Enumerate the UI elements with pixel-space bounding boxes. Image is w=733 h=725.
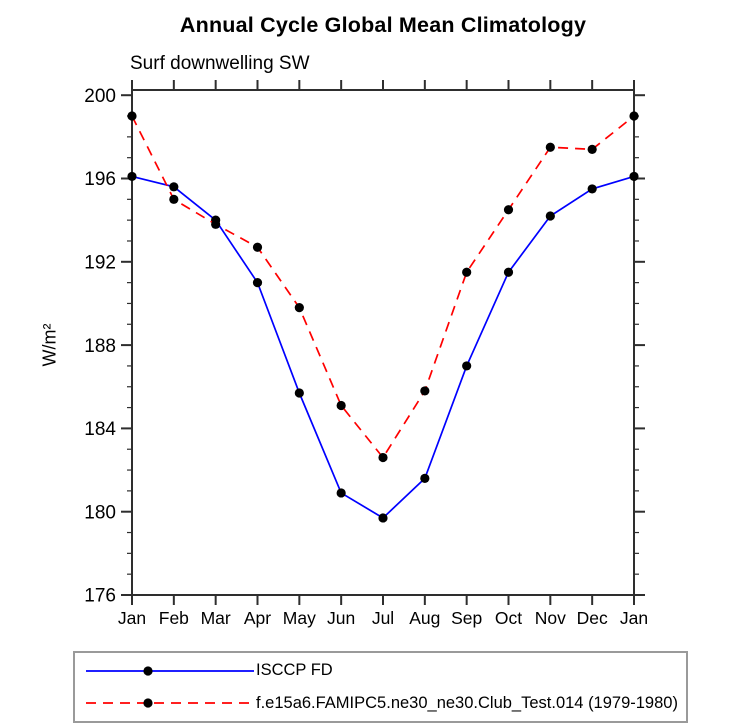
data-point-marker — [462, 267, 472, 277]
x-axis: Jan Feb Mar Apr May Jun Jul Aug Sep Oct Nov Dec Jan — [118, 80, 648, 628]
data-point-marker — [336, 400, 346, 411]
data-point-marker — [629, 111, 639, 121]
x-tick-label: Nov — [535, 608, 566, 628]
chart-title: Annual Cycle Global Mean Climatology — [179, 13, 587, 37]
legend-label-series-2: f.e15a6.FAMIPC5.ne30_ne30.Club_Test.014 … — [256, 693, 678, 712]
data-point-marker — [252, 278, 263, 288]
data-point-marker — [545, 211, 555, 221]
y-tick-label: 192 — [84, 252, 116, 273]
data-point-marker — [503, 267, 514, 277]
data-point-marker — [420, 473, 430, 483]
x-tick-label: Dec — [577, 608, 608, 628]
data-point-marker — [545, 142, 555, 152]
y-tick-label: 176 — [84, 586, 116, 607]
data-point-marker — [127, 171, 137, 182]
x-tick-label: Apr — [244, 608, 271, 628]
x-tick-label: Jun — [327, 608, 355, 628]
data-point-marker — [378, 452, 388, 463]
legend-marker-icon — [143, 698, 153, 708]
data-point-marker — [462, 361, 472, 371]
y-tick-label: 180 — [84, 502, 116, 523]
chart-subtitle: Surf downwelling SW — [130, 53, 310, 74]
series-markers-1 — [127, 111, 639, 463]
data-point-marker — [629, 171, 639, 182]
y-tick-label: 196 — [84, 169, 116, 190]
plot-area: Jan Feb Mar Apr May Jun Jul Aug Sep Oct Nov Dec Jan1… — [84, 80, 648, 628]
y-axis: 176 180 184 188 192 196 200 — [84, 86, 645, 607]
data-point-marker — [127, 111, 137, 121]
x-tick-label: Oct — [495, 608, 522, 628]
data-point-marker — [294, 388, 304, 398]
data-point-marker — [420, 386, 430, 396]
x-tick-label: Jan — [118, 608, 146, 628]
data-point-marker — [252, 242, 263, 252]
x-tick-label: Mar — [201, 608, 231, 628]
legend: ISCCP FD f.e15a6.FAMIPC5.ne30_ne30.Club_… — [73, 651, 688, 723]
x-tick-label: Jan — [620, 608, 648, 628]
data-point-marker — [503, 205, 514, 215]
y-tick-label: 184 — [84, 419, 116, 440]
x-tick-label: Aug — [409, 608, 440, 628]
data-point-marker — [169, 194, 179, 204]
data-point-marker — [378, 513, 388, 523]
series-line-0 — [131, 175, 635, 520]
x-tick-label: May — [283, 608, 316, 628]
data-point-marker — [336, 488, 346, 498]
legend-marker-icon — [143, 666, 153, 676]
x-tick-label: Jul — [372, 608, 394, 628]
y-tick-label: 200 — [84, 86, 116, 107]
y-tick-label: 188 — [84, 336, 116, 357]
data-point-marker — [587, 144, 597, 154]
x-tick-label: Sep — [451, 608, 482, 628]
legend-row: ISCCP FD — [75, 656, 686, 686]
legend-label-series-1: ISCCP FD — [256, 661, 333, 680]
legend-sample-line-dashed — [86, 698, 254, 708]
legend-sample-line-solid — [86, 666, 254, 676]
data-point-marker — [169, 182, 179, 192]
data-point-marker — [587, 184, 597, 194]
series-markers-0 — [127, 171, 639, 523]
legend-row: f.e15a6.FAMIPC5.ne30_ne30.Club_Test.014 … — [75, 688, 686, 718]
data-point-marker — [294, 303, 304, 313]
data-point-marker — [211, 219, 221, 229]
x-tick-label: Feb — [159, 608, 189, 628]
series-line-1 — [131, 115, 635, 460]
